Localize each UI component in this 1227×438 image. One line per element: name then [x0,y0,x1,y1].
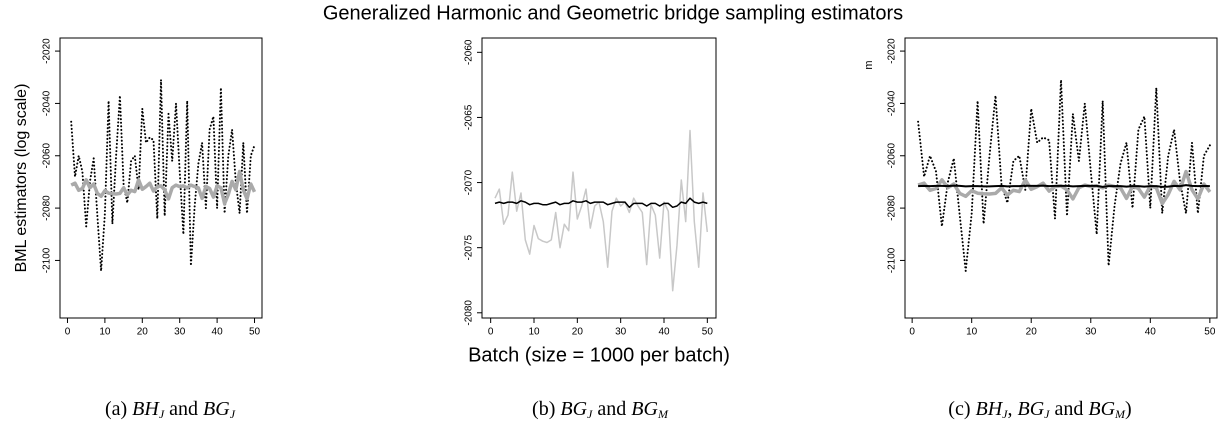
y-tick-label: -2060 [887,143,898,169]
x-axis-label: Batch (size = 1000 per batch) [468,344,730,366]
caption-part: M [1114,407,1126,421]
caption-part: J [587,407,593,421]
caption-part: (a) [105,398,132,420]
caption: (a) BHJ and BGJ [105,398,236,421]
y-tick-label: -2065 [464,104,475,130]
caption-part: J [159,407,165,421]
series-line [918,184,1210,188]
caption-part: and [164,398,203,420]
plot-frame [481,37,717,319]
x-tick-label: 10 [528,327,540,338]
y-tick-label: -2080 [887,195,898,221]
y-tick-label: -2020 [42,38,53,64]
x-tick-label: 0 [909,327,915,338]
y-tick-label: -2100 [42,247,53,273]
caption-part: BH [975,398,1003,420]
y-tick-label: -2020 [887,38,898,64]
caption-part: BG [203,398,230,420]
caption-part: and [592,398,631,420]
x-tick-label: 20 [572,327,584,338]
caption-part: (b) [532,398,560,420]
x-tick-label: 30 [1085,327,1097,338]
x-tick-label: 0 [488,327,494,338]
x-tick-label: 20 [137,327,149,338]
series-line [917,169,1212,206]
caption-part: BH [132,398,160,420]
caption-part: (c) [948,398,975,420]
x-tick-label: 50 [702,327,714,338]
caption-part: J [1002,407,1008,421]
caption-part: , [1007,398,1017,420]
y-tick-label: -2100 [887,247,898,273]
caption-part: BG [631,398,658,420]
x-tick-label: 10 [966,327,978,338]
x-tick-label: 40 [212,327,224,338]
x-tick-label: 50 [249,327,261,338]
y-axis-label: BML estimators (log scale) [13,84,30,273]
y-tick-label: -2040 [42,90,53,116]
y-tick-label: -2070 [464,169,475,195]
series-line [70,78,256,272]
x-tick-label: 30 [174,327,186,338]
caption-part: and [1049,398,1088,420]
plot-frame [59,37,263,319]
figure-title: Generalized Harmonic and Geometric bridg… [323,2,903,24]
series-line [494,197,708,209]
caption-part: M [657,407,669,421]
caption-part: J [1044,407,1050,421]
y-tick-label: -2060 [42,143,53,169]
x-tick-label: 10 [99,327,111,338]
caption-part: ) [1125,398,1132,420]
y-tick-label: -2075 [464,234,475,260]
caption: (b) BGJ and BGM [532,398,669,421]
caption: (c) BHJ, BGJ and BGM) [948,398,1131,421]
series-line [70,169,257,206]
x-tick-label: 0 [65,327,71,338]
x-tick-label: 30 [615,327,627,338]
x-tick-label: 40 [1145,327,1157,338]
y-tick-label: -2080 [42,195,53,221]
x-tick-label: 20 [1026,327,1038,338]
caption-part: BG [560,398,587,420]
caption-part: BG [1088,398,1115,420]
y-tick-label: -2080 [464,300,475,326]
caption-part: J [230,407,236,421]
series-line [917,78,1211,272]
y-tick-label: -2060 [464,39,475,65]
x-tick-label: 50 [1204,327,1216,338]
plot-frame [904,37,1218,319]
y-tick-label: -2040 [887,90,898,116]
caption-part: BG [1017,398,1044,420]
series-line [494,129,709,292]
x-tick-label: 40 [658,327,670,338]
y-axis-label: m [863,60,875,69]
